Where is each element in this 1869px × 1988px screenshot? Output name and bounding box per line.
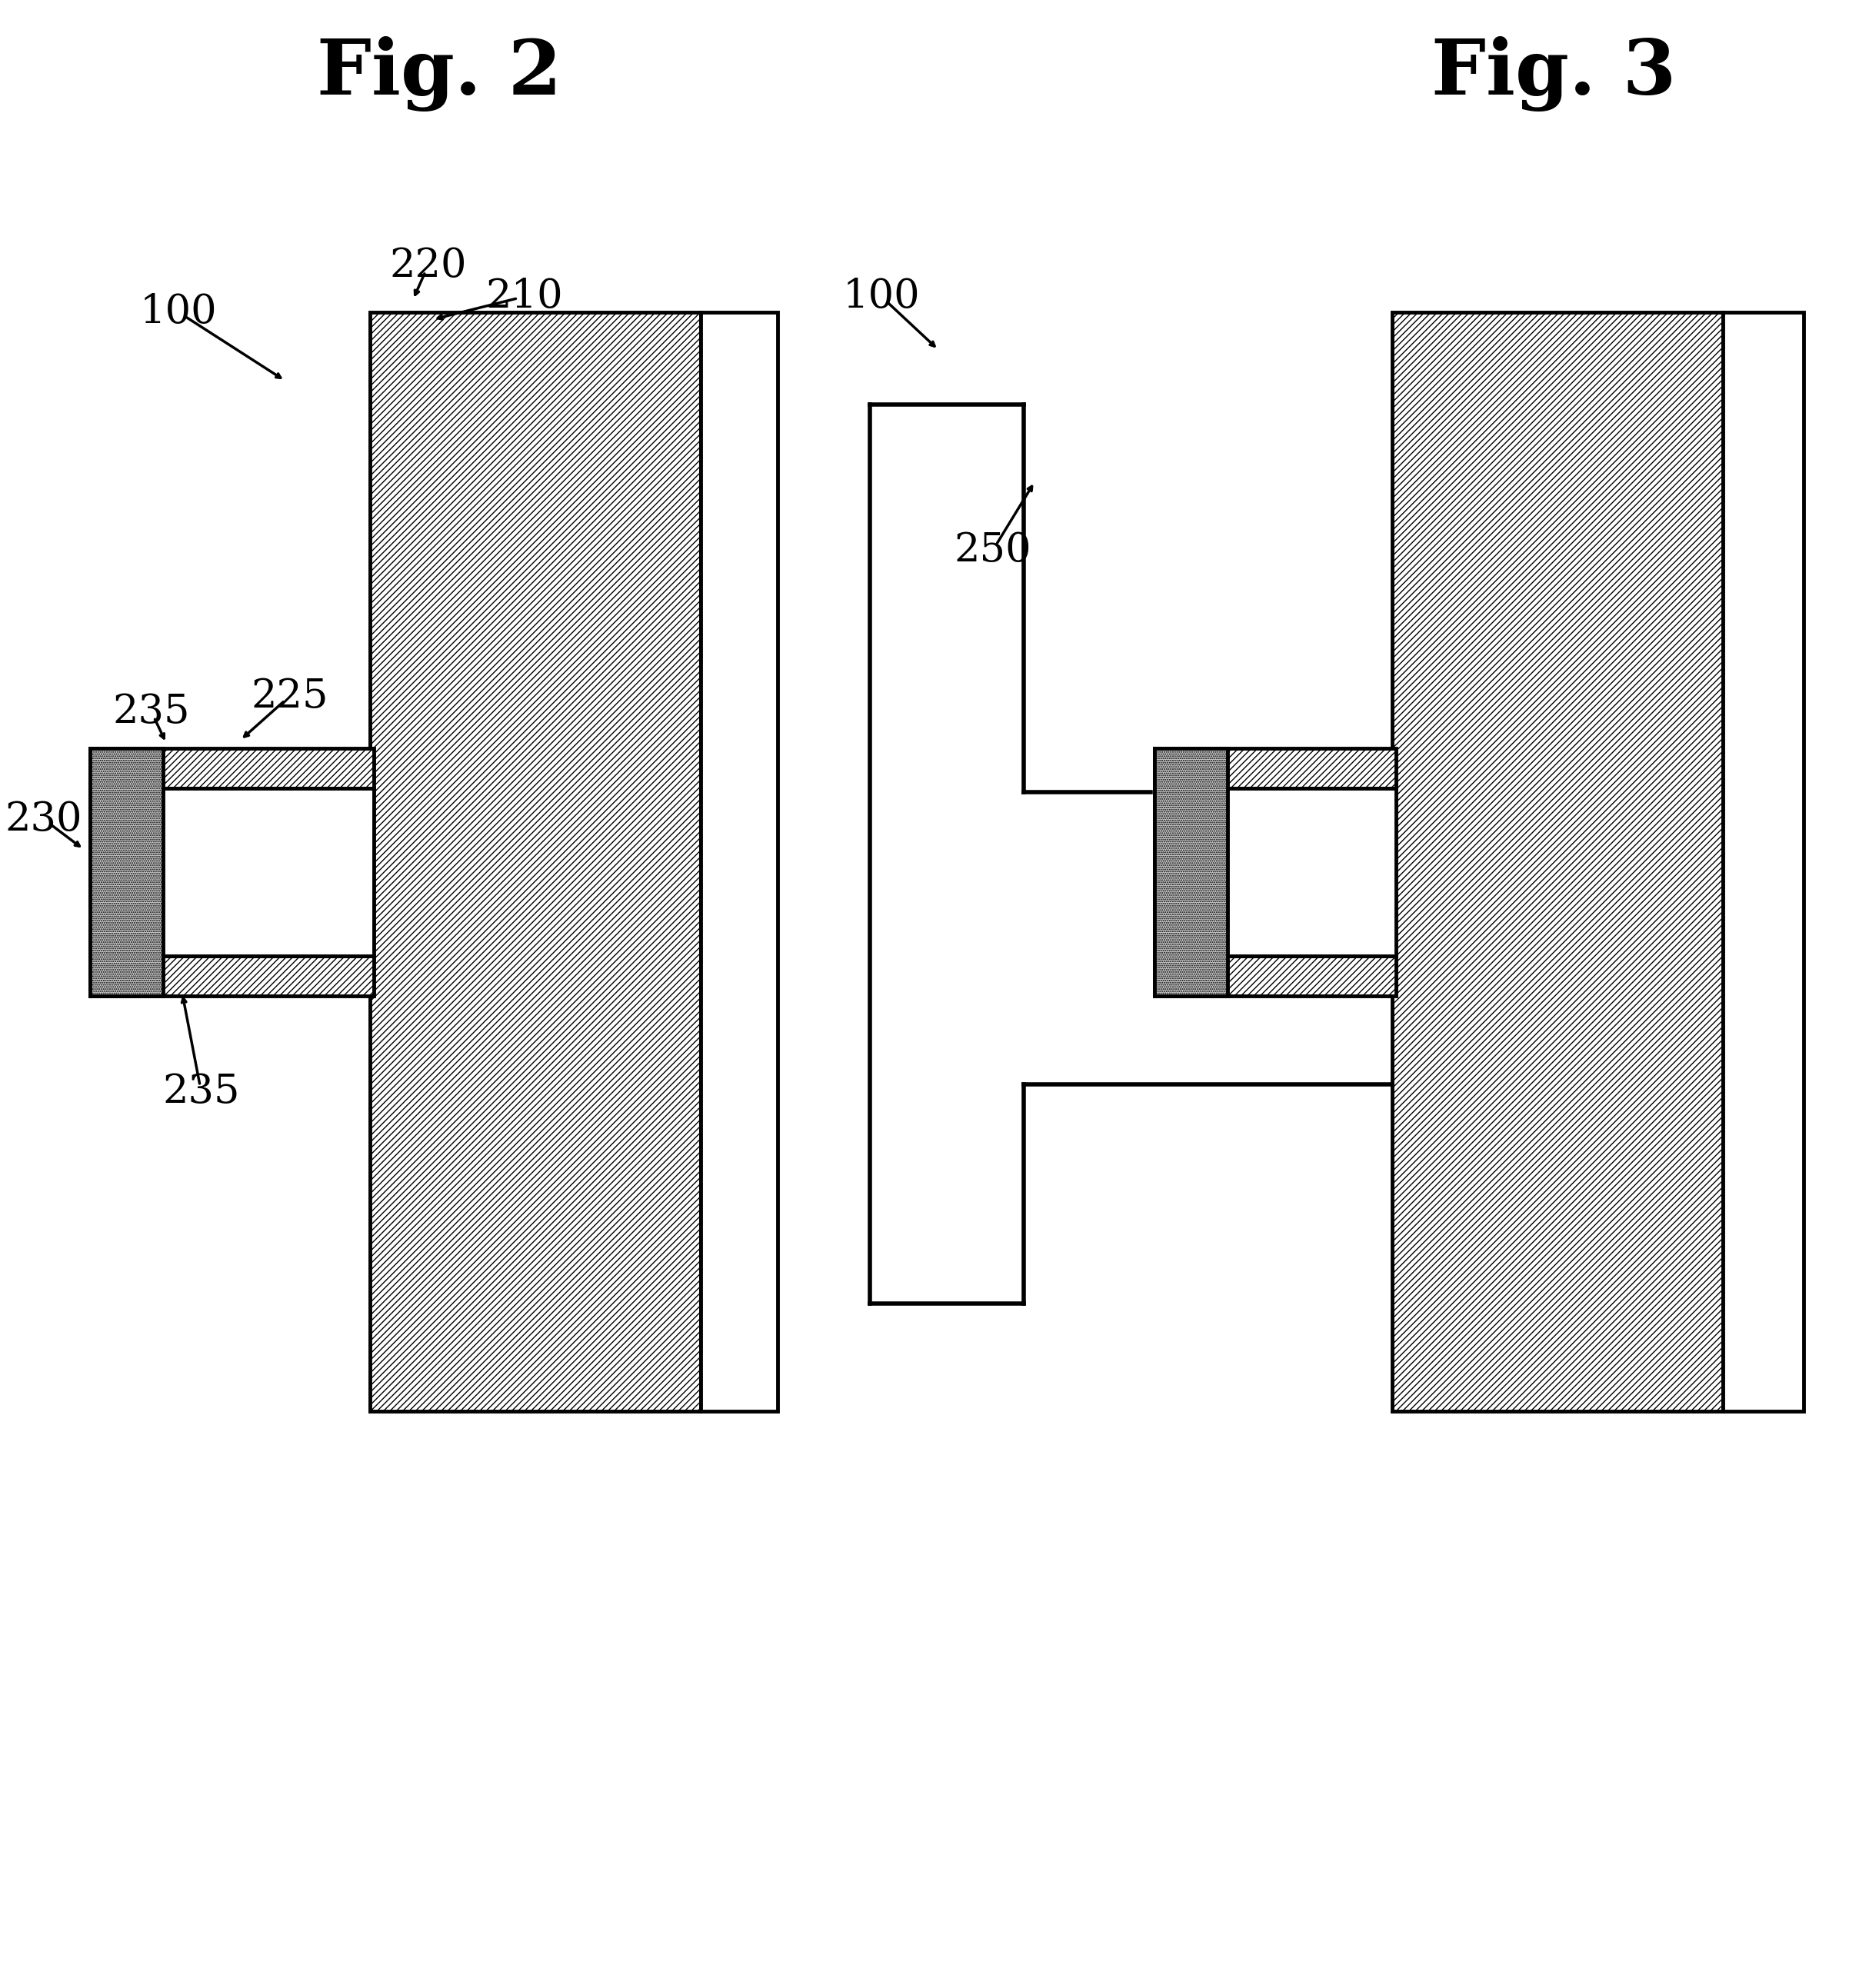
Text: 220: 220 — [389, 247, 467, 286]
Text: 100: 100 — [140, 292, 217, 332]
Text: 250: 250 — [955, 531, 1032, 571]
Bar — [90, 747, 374, 789]
Bar — [1155, 747, 1396, 789]
Text: 235: 235 — [163, 1072, 239, 1111]
Bar — [90, 747, 163, 996]
Bar — [1723, 312, 1804, 1411]
Text: 230: 230 — [6, 799, 82, 839]
Text: 100: 100 — [843, 276, 920, 316]
Bar — [370, 312, 701, 1411]
Bar — [90, 789, 374, 956]
Text: Fig. 2: Fig. 2 — [318, 36, 563, 111]
Bar — [1155, 747, 1228, 996]
Text: 235: 235 — [112, 692, 191, 732]
Text: 225: 225 — [250, 676, 329, 716]
Bar — [90, 956, 374, 996]
Text: 210: 210 — [486, 276, 563, 316]
Text: Fig. 3: Fig. 3 — [1432, 36, 1676, 111]
Bar — [1155, 789, 1396, 956]
Bar — [701, 312, 778, 1411]
Bar — [1392, 312, 1723, 1411]
Bar — [1155, 956, 1396, 996]
